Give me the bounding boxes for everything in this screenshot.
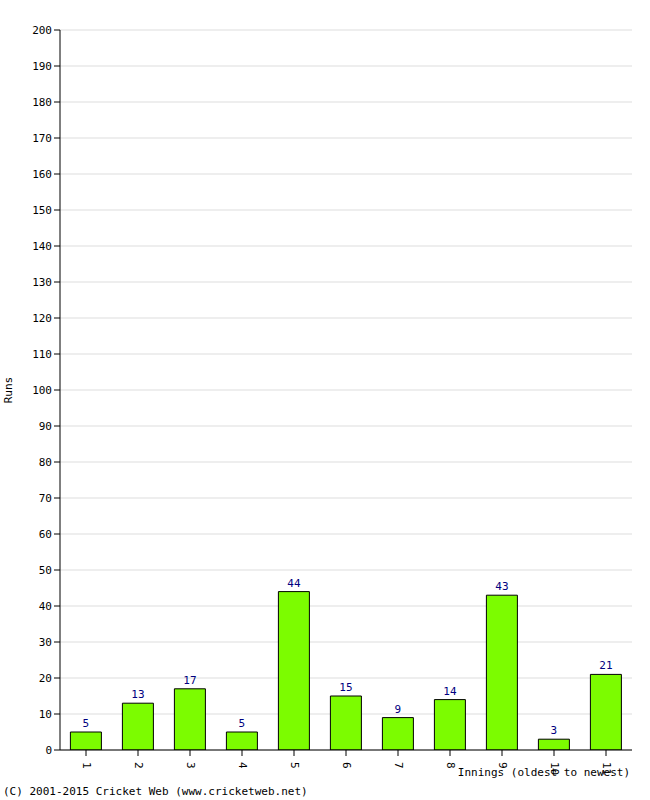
svg-text:60: 60 — [39, 528, 52, 541]
svg-text:190: 190 — [32, 60, 52, 73]
svg-text:15: 15 — [339, 681, 352, 694]
svg-text:14: 14 — [443, 685, 457, 698]
svg-text:2: 2 — [132, 762, 145, 769]
svg-text:150: 150 — [32, 204, 52, 217]
svg-text:200: 200 — [32, 24, 52, 37]
svg-text:9: 9 — [395, 703, 402, 716]
svg-text:1: 1 — [80, 762, 93, 769]
svg-text:110: 110 — [32, 348, 52, 361]
svg-text:3: 3 — [184, 762, 197, 769]
svg-text:5: 5 — [288, 762, 301, 769]
svg-text:160: 160 — [32, 168, 52, 181]
svg-text:0: 0 — [45, 744, 52, 757]
svg-text:140: 140 — [32, 240, 52, 253]
svg-text:80: 80 — [39, 456, 52, 469]
svg-text:30: 30 — [39, 636, 52, 649]
svg-text:90: 90 — [39, 420, 52, 433]
svg-text:Runs: Runs — [8, 377, 15, 404]
svg-text:8: 8 — [444, 762, 457, 769]
svg-text:170: 170 — [32, 132, 52, 145]
svg-text:6: 6 — [340, 762, 353, 769]
svg-text:120: 120 — [32, 312, 52, 325]
svg-text:5: 5 — [83, 717, 90, 730]
svg-text:7: 7 — [392, 762, 405, 769]
svg-text:100: 100 — [32, 384, 52, 397]
svg-text:50: 50 — [39, 564, 52, 577]
svg-text:4: 4 — [236, 762, 249, 769]
svg-text:13: 13 — [131, 688, 144, 701]
svg-text:70: 70 — [39, 492, 52, 505]
svg-text:17: 17 — [183, 674, 196, 687]
svg-text:21: 21 — [599, 659, 612, 672]
svg-text:3: 3 — [551, 724, 558, 737]
svg-text:44: 44 — [287, 577, 301, 590]
svg-text:5: 5 — [239, 717, 246, 730]
svg-text:10: 10 — [39, 708, 52, 721]
svg-text:180: 180 — [32, 96, 52, 109]
svg-text:130: 130 — [32, 276, 52, 289]
svg-text:20: 20 — [39, 672, 52, 685]
svg-text:40: 40 — [39, 600, 52, 613]
svg-text:43: 43 — [495, 580, 508, 593]
